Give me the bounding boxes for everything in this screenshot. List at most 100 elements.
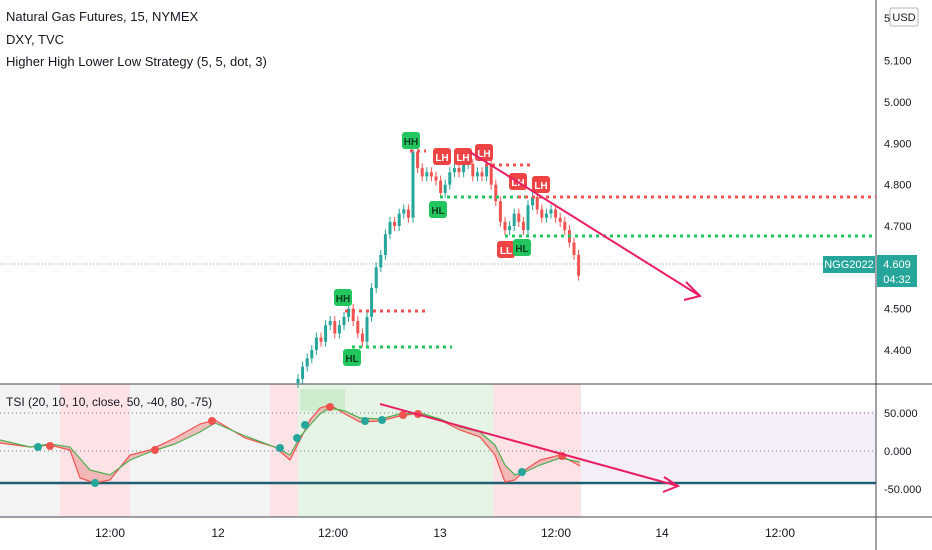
candle-body [448,172,452,185]
tsi-cross-dot [208,417,216,425]
time-tick-label: 12:00 [541,526,571,540]
pivot-badge-lh [454,148,472,165]
tsi-cross-dot [361,417,369,425]
tsi-cross-dot [378,416,386,424]
candle-body [540,209,544,218]
symbol-tag [823,256,875,273]
candle-body [365,316,369,342]
pivot-label: HL [515,244,528,255]
symbol-legend[interactable]: Natural Gas Futures, 15, NYMEX [6,9,199,24]
candle-body [383,234,387,255]
price-tick-label: 4.700 [884,221,912,233]
tsi-zone-neutral [0,384,60,517]
candle-body [402,209,406,214]
candle-body [489,164,493,185]
price-tick-label: 4.400 [884,345,912,357]
candle-body [572,242,576,255]
tsi-trendline-arrow[interactable] [379,403,679,487]
candle-body [452,168,456,173]
candle-body [503,221,507,231]
tsi-signal-line [0,407,581,476]
pivot-badge-hl [513,239,531,256]
tsi-cross-dot [293,434,301,442]
candle-body [374,267,378,288]
price-tick-label: 4.800 [884,180,912,192]
candle-body [416,151,420,169]
candle-body [471,164,475,177]
currency-badge[interactable] [889,7,919,27]
tsi-cross-dot [91,479,99,487]
tsi-tick-label: 50.000 [884,408,918,420]
candle-body [480,172,484,177]
candle-body [337,325,341,334]
last-price: 4.609 [883,259,911,271]
candle-body [498,201,502,222]
tsi-cross-dot [518,468,526,476]
candle-body [360,333,364,342]
candle-body [310,350,314,359]
candle-body [305,358,309,367]
candle-body [425,172,429,177]
time-tick-label: 12 [211,526,225,540]
pivot-label: HH [336,294,350,305]
candle-body [512,213,516,226]
compare-legend[interactable]: DXY, TVC [6,32,64,47]
candle-body [351,308,355,322]
tsi-cross-dot [301,421,309,429]
candle-body [342,316,346,326]
candle-body [347,308,351,317]
price-tick-label: 5.100 [884,56,912,68]
candle-body [554,209,558,218]
candle-body [521,221,525,231]
candle-body [333,321,337,334]
pivot-badge-ll [497,241,515,258]
tsi-cross-dot [276,444,284,452]
candle-body [535,197,539,210]
strategy-legend[interactable]: Higher High Lower Low Strategy (5, 5, do… [6,54,267,69]
candle-body [319,337,323,342]
last-price-badge [877,255,917,287]
price-tick-label: 4.500 [884,304,912,316]
candle-body [462,164,466,173]
candle-body [328,321,332,326]
candle-body [393,221,397,226]
candle-body [388,221,392,235]
tsi-tick-label: 0.000 [884,446,912,458]
candle-body [577,254,581,276]
pivot-label: HL [431,206,444,217]
pivot-badge-hl [343,349,361,366]
pivot-label: LH [534,181,547,192]
candle-body [549,209,553,214]
tsi-band [581,411,876,481]
pivot-label: LH [435,153,448,164]
candle-body [420,168,424,177]
tsi-zone-bear [493,384,581,517]
pivot-badge-hh [402,132,420,149]
tsi-legend[interactable]: TSI (20, 10, 10, close, 50, -40, 80, -75… [6,395,212,409]
candle-body [485,164,489,177]
candle-body [356,321,360,334]
time-tick-label: 12:00 [95,526,125,540]
pivot-badge-lh [532,176,550,193]
time-tick-label: 12:00 [318,526,348,540]
candle-body [494,184,498,202]
pivot-badge-lh [475,144,493,161]
candle-body [443,184,447,193]
pivot-label: LL [500,246,512,257]
candle-body [324,325,328,342]
pivot-label: LH [477,149,490,160]
tsi-tick-label: -50.000 [884,484,921,496]
pivot-label: LH [456,153,469,164]
symbol-tag-text: NGG2022 [824,259,874,271]
candle-body [406,209,410,218]
tsi-cross-dot [46,442,54,450]
pivot-label: HH [404,137,418,148]
currency-label: USD [892,12,915,24]
price-pane[interactable] [0,0,876,384]
arrowhead-icon [662,476,681,493]
pivot-badge-hl [429,201,447,218]
trendline-arrow[interactable] [469,151,701,297]
candle-body [314,337,318,350]
